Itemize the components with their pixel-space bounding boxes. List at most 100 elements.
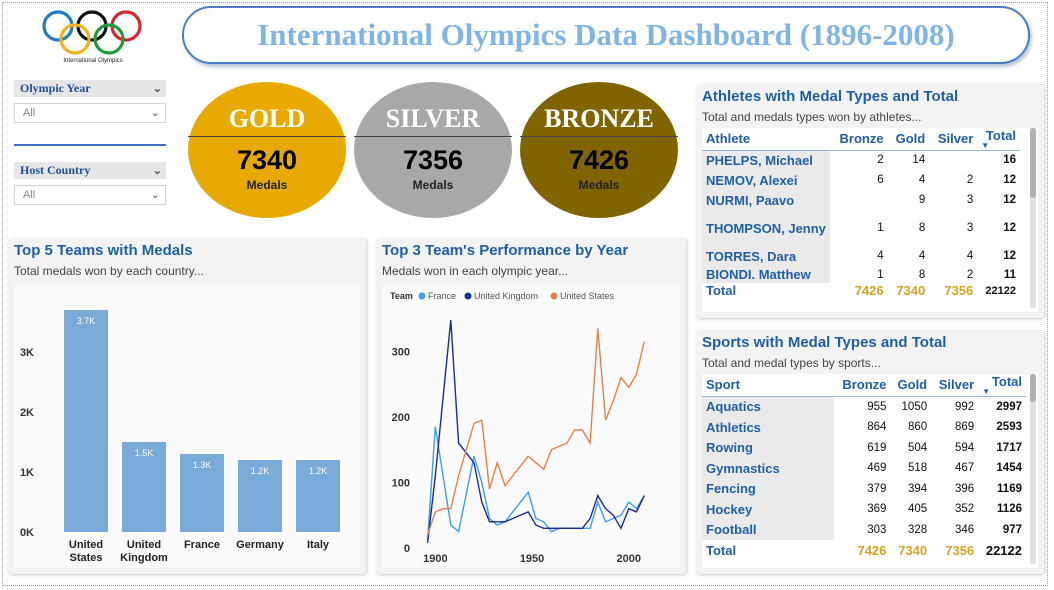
legend-title: Team	[390, 291, 413, 301]
col-sport[interactable]: Sport	[706, 377, 740, 393]
olympic-rings-logo: International Olympics	[42, 10, 142, 64]
bar-data-label: 1.2K	[251, 466, 270, 476]
dashboard-title-box: International Olympics Data Dashboard (1…	[182, 6, 1030, 64]
sports-scrollbar[interactable]	[1030, 374, 1036, 564]
chevron-down-icon[interactable]: ⌄	[150, 189, 160, 201]
gold-label: GOLD	[228, 104, 306, 133]
gold-count: 7340	[236, 145, 298, 175]
athletes-table-card: Athletes with Medal Types and Total Tota…	[696, 84, 1044, 318]
bar	[238, 460, 282, 532]
col-silver[interactable]: Silver	[938, 377, 975, 393]
series-line	[426, 328, 645, 536]
top-teams-bar-chart: 0K1K2K3K3.7KUnitedStates1.5KUnitedKingdo…	[20, 310, 340, 564]
y-tick-label: 0K	[20, 527, 34, 539]
legend-entry: France	[428, 291, 456, 301]
x-tick-label: Kingdom	[120, 552, 168, 564]
bar-data-label: 1.3K	[193, 460, 212, 470]
bar-data-label: 1.2K	[309, 466, 328, 476]
x-tick-label: States	[69, 552, 102, 564]
legend-marker	[464, 292, 472, 300]
table-row[interactable]: Aquatics 955 1050 992 2997	[702, 396, 1026, 417]
collapse-chevron-icon[interactable]: ⌄	[152, 83, 162, 95]
host-country-slicer: Host Country ⌄ All ⌄	[14, 162, 166, 205]
y-tick-label: 300	[392, 346, 410, 358]
host-country-label[interactable]: Host Country ⌄	[14, 162, 166, 179]
table-row[interactable]: NEMOV, Alexei 6 4 2 12	[702, 170, 1020, 190]
col-bronze[interactable]: Bronze	[839, 131, 884, 147]
bar	[122, 442, 166, 532]
x-tick-label: 1950	[520, 553, 544, 565]
chevron-down-icon[interactable]: ⌄	[150, 107, 160, 119]
table-total-row: Total 7426 7340 7356 22122	[706, 283, 1016, 298]
top-teams-subtitle: Total medals won by each country...	[14, 264, 204, 278]
x-tick-label: 1900	[423, 553, 447, 565]
x-tick-label: 2000	[617, 553, 641, 565]
page-title: International Olympics Data Dashboard (1…	[257, 17, 955, 52]
x-tick-label: France	[184, 539, 220, 551]
sort-desc-icon: ▼	[981, 141, 990, 151]
bronze-medal-card: BRONZE 7426 Medals	[520, 82, 678, 218]
collapse-chevron-icon[interactable]: ⌄	[152, 165, 162, 177]
top-teams-card: Top 5 Teams with Medals Total medals won…	[8, 238, 366, 574]
logo-caption: International Olympics	[63, 58, 122, 64]
sports-table-subtitle: Total and medal types by sports...	[702, 356, 881, 370]
x-tick-label: Italy	[307, 539, 330, 551]
athletes-scrollbar[interactable]	[1030, 128, 1036, 308]
silver-unit: Medals	[412, 178, 454, 192]
legend-marker	[550, 292, 558, 300]
athletes-table-title: Athletes with Medal Types and Total	[702, 88, 959, 105]
table-row[interactable]: THOMPSON, Jenny 1 8 3 12	[702, 210, 1020, 246]
bronze-count: 7426	[568, 145, 630, 175]
olympic-year-label[interactable]: Olympic Year ⌄	[14, 80, 166, 97]
slicer-divider	[14, 144, 166, 146]
legend-entry: United States	[560, 291, 615, 301]
bar-data-label: 3.7K	[77, 316, 96, 326]
host-country-dropdown[interactable]: All ⌄	[14, 185, 166, 205]
col-total[interactable]: Total ▼	[981, 128, 1016, 151]
sports-table-title: Sports with Medal Types and Total	[702, 334, 947, 351]
table-row[interactable]: PHELPS, Michael 2 14 16	[702, 150, 1020, 170]
col-total[interactable]: Total ▼	[982, 374, 1022, 397]
x-tick-label: United	[69, 539, 103, 551]
olympic-year-dropdown[interactable]: All ⌄	[14, 103, 166, 123]
bar	[296, 460, 340, 532]
silver-label: SILVER	[385, 104, 481, 133]
table-row[interactable]: BIONDI. Matthew 1 8 2 11	[702, 266, 1020, 283]
bar	[180, 454, 224, 532]
gold-medal-card: GOLD 7340 Medals	[188, 82, 346, 218]
col-athlete[interactable]: Athlete	[706, 131, 751, 147]
bar-data-label: 1.5K	[135, 448, 154, 458]
team-performance-title: Top 3 Team's Performance by Year	[382, 242, 629, 259]
series-line	[426, 426, 645, 541]
series-line	[426, 319, 645, 543]
silver-count: 7356	[402, 145, 464, 175]
athletes-table: Athlete Bronze Gold Silver Total ▼ PHELPS…	[702, 128, 1020, 298]
col-silver[interactable]: Silver	[937, 131, 974, 147]
table-total-row: Total 7426 7340 7356 22122	[706, 542, 1022, 558]
sports-table: Sport Bronze Gold Silver Total ▼ Aquatics…	[702, 374, 1026, 560]
bronze-unit: Medals	[578, 178, 620, 192]
olympic-year-slicer: Olympic Year ⌄ All ⌄	[14, 80, 166, 123]
x-tick-label: United	[127, 539, 161, 551]
y-tick-label: 3K	[20, 347, 34, 359]
col-gold[interactable]: Gold	[895, 131, 926, 147]
table-row[interactable]: Football 303 328 346 977	[702, 519, 1026, 540]
table-row[interactable]: Rowing 619 504 594 1717	[702, 437, 1026, 458]
table-row[interactable]: Gymnastics 469 518 467 1454	[702, 458, 1026, 478]
team-performance-card: Top 3 Team's Performance by Year Medals …	[376, 238, 686, 574]
x-tick-label: Germany	[236, 539, 285, 551]
table-row[interactable]: Fencing 379 394 396 1169	[702, 478, 1026, 499]
team-performance-subtitle: Medals won in each olympic year...	[382, 264, 569, 278]
legend-entry: United Kingdom	[474, 291, 538, 301]
sort-desc-icon: ▼	[982, 387, 991, 397]
y-tick-label: 100	[392, 477, 410, 489]
bar	[64, 310, 108, 532]
col-bronze[interactable]: Bronze	[842, 377, 887, 393]
table-row[interactable]: Hockey 369 405 352 1126	[702, 499, 1026, 519]
col-gold[interactable]: Gold	[897, 377, 928, 393]
table-row[interactable]: NURMI, Paavo 9 3 12	[702, 190, 1020, 210]
team-performance-line-chart: Team France United Kingdom United States 0 10…	[390, 291, 645, 565]
table-row[interactable]: TORRES, Dara 4 4 4 12	[702, 246, 1020, 266]
table-row[interactable]: Athletics 864 860 869 2593	[702, 417, 1026, 437]
